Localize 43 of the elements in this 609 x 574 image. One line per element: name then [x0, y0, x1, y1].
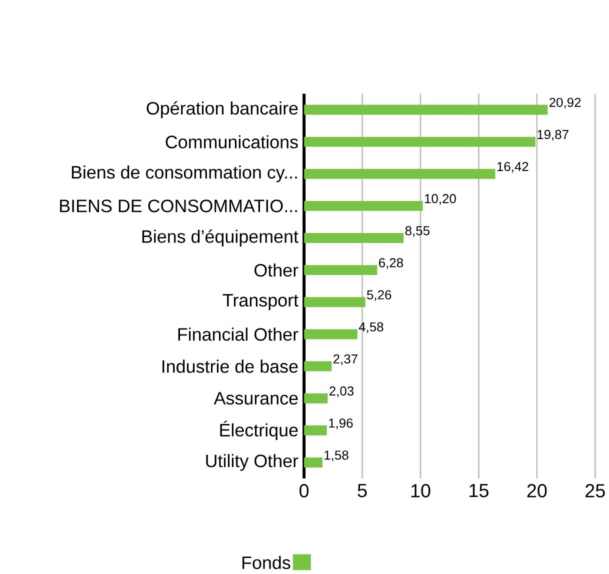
data-label: 1,96	[329, 418, 353, 430]
y-tick-label: Biens d’équipement	[142, 229, 298, 246]
data-label: 1,58	[324, 450, 348, 462]
y-tick-label: Transport	[222, 294, 298, 310]
data-label: 2,03	[330, 386, 354, 397]
x-tick-label: 5	[358, 484, 367, 498]
y-tick-label: Biens de consommation cy...	[72, 165, 297, 182]
y-tick-label: Opération bancaire	[146, 101, 298, 118]
bar	[304, 168, 496, 179]
data-label: 8,55	[405, 226, 430, 237]
bar	[304, 457, 322, 468]
x-tick-label: 15	[470, 484, 488, 498]
y-tick-label: Financial Other	[178, 327, 298, 341]
data-label: 5,26	[367, 290, 392, 301]
y-tick-label: Industrie de base	[162, 359, 298, 373]
x-tick-label: 25	[586, 484, 605, 498]
bar	[304, 104, 548, 115]
x-tick-label: 20	[527, 484, 547, 498]
x-tick-label: 10	[411, 484, 430, 498]
legend-label: Fonds	[242, 556, 290, 569]
bar	[304, 425, 327, 436]
data-label: 19,87	[538, 130, 568, 140]
bar	[304, 232, 404, 243]
bar	[304, 296, 366, 307]
bar	[304, 200, 423, 211]
data-label: 6,28	[379, 258, 404, 269]
y-tick-label: Assurance	[214, 392, 298, 404]
bar	[304, 329, 358, 340]
bar	[304, 393, 328, 404]
y-tick-label: Other	[254, 263, 298, 276]
y-tick-label: Communications	[166, 135, 298, 148]
data-label: 10,20	[424, 194, 456, 205]
bar	[304, 264, 378, 275]
bar	[304, 361, 332, 372]
data-label: 2,37	[334, 354, 358, 365]
data-label: 4,58	[358, 322, 384, 333]
bar	[304, 136, 536, 147]
x-tick-label: 0	[300, 484, 309, 498]
y-tick-label: BIENS DE CONSOMMATIO...	[60, 199, 297, 212]
data-label: 16,42	[497, 162, 528, 172]
y-tick-label: Utility Other	[206, 454, 298, 471]
data-label: 20,92	[549, 98, 581, 108]
y-tick-label: Électrique	[220, 420, 298, 440]
